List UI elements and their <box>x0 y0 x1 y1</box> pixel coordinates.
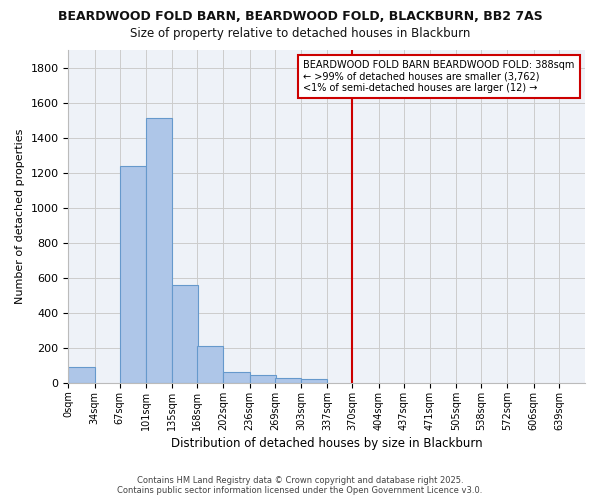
Text: Size of property relative to detached houses in Blackburn: Size of property relative to detached ho… <box>130 28 470 40</box>
Y-axis label: Number of detached properties: Number of detached properties <box>15 129 25 304</box>
Text: BEARDWOOD FOLD BARN BEARDWOOD FOLD: 388sqm
← >99% of detached houses are smaller: BEARDWOOD FOLD BARN BEARDWOOD FOLD: 388s… <box>303 60 575 93</box>
Text: Contains HM Land Registry data © Crown copyright and database right 2025.
Contai: Contains HM Land Registry data © Crown c… <box>118 476 482 495</box>
Text: BEARDWOOD FOLD BARN, BEARDWOOD FOLD, BLACKBURN, BB2 7AS: BEARDWOOD FOLD BARN, BEARDWOOD FOLD, BLA… <box>58 10 542 23</box>
Bar <box>146 118 172 383</box>
Bar <box>68 367 95 383</box>
Bar <box>120 166 146 383</box>
Bar <box>301 380 327 383</box>
Bar <box>172 285 198 383</box>
Bar <box>223 372 250 383</box>
Bar <box>275 378 301 383</box>
X-axis label: Distribution of detached houses by size in Blackburn: Distribution of detached houses by size … <box>171 437 482 450</box>
Bar <box>250 375 275 383</box>
Bar <box>197 346 223 383</box>
